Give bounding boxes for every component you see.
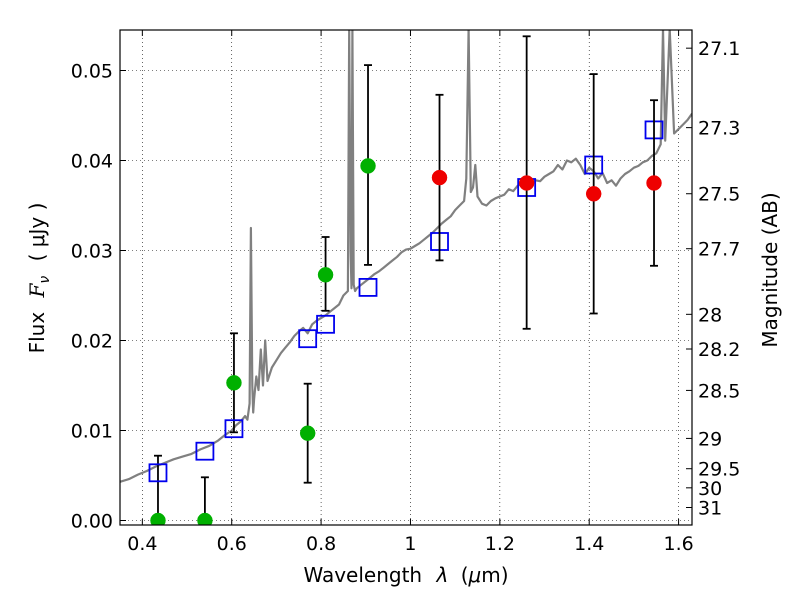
mag-tick-label: 29.5 <box>698 459 740 481</box>
y-axis-label-unit: ( μJy ) <box>25 203 49 262</box>
model-photometry-square <box>298 329 318 349</box>
y2-axis-label: Magnitude (AB) <box>758 192 782 347</box>
x-axis-label-lambda: λ <box>435 563 448 587</box>
mag-tick-label: 27.3 <box>698 118 740 140</box>
model-photometry-square <box>316 314 335 334</box>
plot-area <box>120 30 692 525</box>
x-tick-label: 1 <box>404 533 416 555</box>
observed-green-point <box>317 267 334 283</box>
x-tick-label: 0.4 <box>127 533 157 555</box>
observed-green-point <box>360 158 376 174</box>
model-photometry-square <box>224 419 244 439</box>
mag-tick-label: 30 <box>698 478 722 500</box>
y-axis-label-text: Flux <box>25 312 49 354</box>
x-axis-label-unit: m) <box>481 563 508 587</box>
model-photometry-square <box>148 463 168 483</box>
x-tick-label: 1.6 <box>663 533 693 555</box>
mag-tick-label: 27.5 <box>698 184 740 206</box>
observed-green-point <box>150 512 166 525</box>
x-axis-label-mu: μ <box>468 563 482 587</box>
y-axis-flux: 0.00 0.01 0.02 0.03 0.04 0.05 <box>71 61 126 533</box>
x-tick-label: 0.6 <box>217 533 247 555</box>
mag-tick-label: 31 <box>698 497 722 519</box>
observed-red-point <box>431 169 448 186</box>
x-axis: 0.4 0.6 0.8 1 1.2 1.4 1.6 <box>127 30 694 555</box>
mag-tick-label: 28.5 <box>698 380 740 402</box>
observed-red-point <box>585 186 602 202</box>
observed-red-point <box>518 175 535 191</box>
y-axis-label-symbol: F <box>25 282 49 298</box>
grid-lines <box>120 30 692 525</box>
x-axis-label-text: Wavelength <box>303 563 422 587</box>
y-tick-label: 0.02 <box>71 331 113 353</box>
mag-tick-label: 27.7 <box>698 239 740 261</box>
x-tick-label: 1.4 <box>574 533 604 555</box>
x-axis-label-open: ( <box>461 563 469 587</box>
y-axis-label-sub: ν <box>37 276 53 284</box>
model-photometry-square <box>195 441 215 461</box>
y-tick-label: 0.00 <box>71 511 113 533</box>
mag-tick-label: 28.2 <box>698 339 740 361</box>
y-tick-label: 0.01 <box>71 421 113 443</box>
observed-green-point <box>226 375 242 391</box>
mag-tick-label: 27.1 <box>698 38 740 60</box>
y-axis-label: Flux Fν ( μJy ) <box>25 203 54 354</box>
x-axis-label: Wavelength λ (μm) <box>303 563 508 587</box>
y-tick-label: 0.05 <box>71 61 113 83</box>
observed-red-point <box>646 175 662 191</box>
observed-green-point <box>299 425 316 441</box>
model-photometry-square <box>358 277 378 297</box>
observed-green-point <box>197 512 213 525</box>
mag-tick-label: 28 <box>698 304 722 326</box>
y-tick-label: 0.04 <box>71 151 113 173</box>
mag-tick-label: 29 <box>698 428 722 450</box>
plot-frame <box>119 29 693 526</box>
x-tick-label: 1.2 <box>485 533 515 555</box>
y-tick-label: 0.03 <box>71 241 113 263</box>
x-tick-label: 0.8 <box>306 533 336 555</box>
